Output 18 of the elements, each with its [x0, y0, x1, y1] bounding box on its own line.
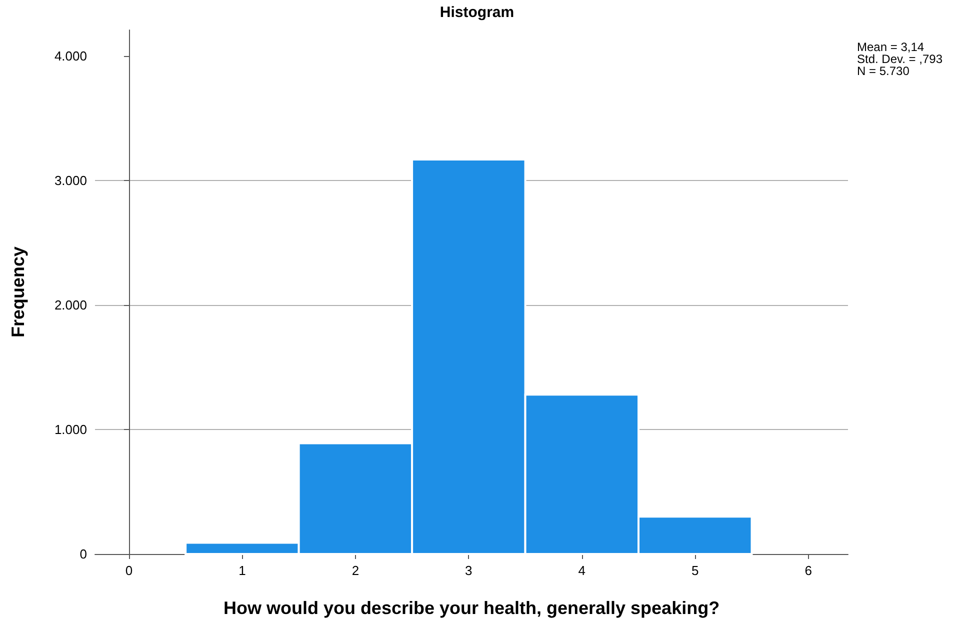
y-tick-label: 1.000: [54, 422, 87, 438]
x-tick-label: 0: [125, 563, 133, 578]
x-tick-label: 3: [465, 563, 472, 578]
y-tick-label: 4.000: [54, 48, 87, 64]
x-tick-label: 2: [352, 563, 360, 578]
text: Std. Dev. = ,793: [857, 52, 943, 66]
x-tick-label: 1: [238, 563, 246, 578]
text: Mean = 3,14: [857, 40, 924, 54]
x-tick-label: 6: [804, 563, 812, 578]
text: N = 5.730: [857, 64, 910, 78]
y-tick-label: 3.000: [54, 173, 87, 188]
x-tick-label: 5: [692, 563, 699, 578]
y-tick-label: 0: [80, 546, 87, 562]
chart-title: Histogram: [440, 4, 514, 21]
x-axis-title: How would you describe your health, generally speaking?: [223, 598, 720, 618]
y-axis-title: Frequency: [8, 246, 28, 338]
y-tick-label: 2.000: [54, 298, 87, 313]
x-tick-label: 4: [578, 563, 586, 578]
